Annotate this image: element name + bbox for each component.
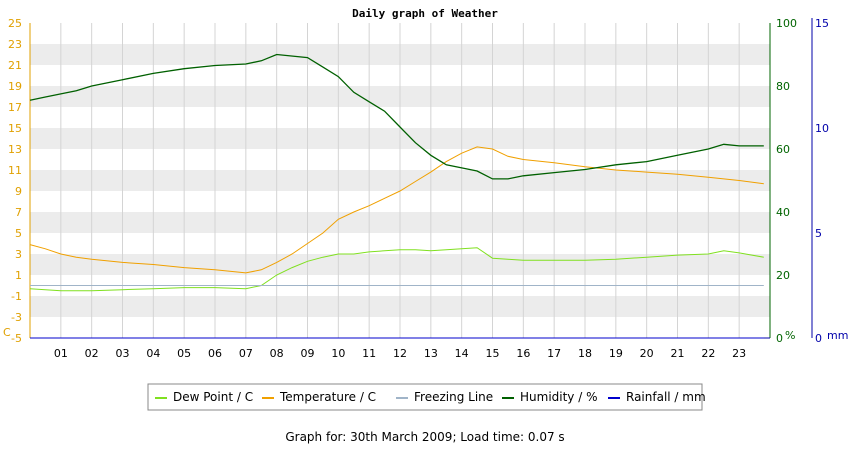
x-tick-label: 18 <box>578 347 592 360</box>
left-tick-label: 23 <box>8 38 22 51</box>
x-tick-label: 11 <box>362 347 376 360</box>
x-tick-label: 05 <box>177 347 191 360</box>
left-tick-label: 13 <box>8 143 22 156</box>
left-tick-label: 17 <box>8 101 22 114</box>
x-tick-label: 03 <box>116 347 130 360</box>
rainfall-tick-label: 5 <box>815 227 822 240</box>
left-tick-label: 1 <box>15 269 22 282</box>
legend-label: Freezing Line <box>414 390 493 404</box>
humidity-tick-label: 100 <box>776 17 797 30</box>
x-tick-label: 23 <box>732 347 746 360</box>
chart-legend: Dew Point / C Temperature / C Freezing Lin… <box>147 383 706 411</box>
left-tick-label: 3 <box>15 248 22 261</box>
x-tick-label: 16 <box>516 347 530 360</box>
x-tick-label: 22 <box>701 347 715 360</box>
series-layer <box>29 53 764 339</box>
left-tick-label: -3 <box>11 311 22 324</box>
rainfall-tick-label: 10 <box>815 122 829 135</box>
series-line-temperature-c <box>29 146 764 274</box>
x-tick-label: 09 <box>301 347 315 360</box>
x-tick-label: 04 <box>146 347 160 360</box>
legend-label: Humidity / % <box>520 390 597 404</box>
humidity-axis-unit-label: % <box>785 329 795 342</box>
left-axis-unit-label: C <box>3 326 11 339</box>
series-line-humidity <box>29 53 764 180</box>
left-tick-label: 21 <box>8 59 22 72</box>
x-tick-label: 12 <box>393 347 407 360</box>
x-tick-label: 06 <box>208 347 222 360</box>
footer-caption: Graph for: 30th March 2009; Load time: 0… <box>285 430 565 444</box>
left-tick-label: 7 <box>15 206 22 219</box>
chart-title: Daily graph of Weather <box>352 7 498 20</box>
x-tick-label: 08 <box>270 347 284 360</box>
rainfall-axis-unit-label: mm <box>827 329 848 342</box>
left-tick-label: -5 <box>11 332 22 345</box>
left-tick-label: 25 <box>8 17 22 30</box>
humidity-tick-label: 0 <box>776 332 783 345</box>
x-tick-label: 10 <box>331 347 345 360</box>
left-tick-label: 11 <box>8 164 22 177</box>
humidity-tick-label: 60 <box>776 143 790 156</box>
x-tick-label: 17 <box>547 347 561 360</box>
left-tick-label: 9 <box>15 185 22 198</box>
left-tick-label: -1 <box>11 290 22 303</box>
legend-label: Dew Point / C <box>173 390 253 404</box>
tick-labels: 252321191715131197531-1-3-51008060402001… <box>8 17 829 360</box>
rainfall-tick-label: 0 <box>815 332 822 345</box>
left-tick-label: 19 <box>8 80 22 93</box>
x-tick-label: 07 <box>239 347 253 360</box>
series-line-dew-point-c <box>29 247 764 292</box>
rainfall-tick-label: 15 <box>815 17 829 30</box>
left-tick-label: 5 <box>15 227 22 240</box>
x-tick-label: 14 <box>455 347 469 360</box>
x-tick-label: 13 <box>424 347 438 360</box>
x-tick-label: 21 <box>671 347 685 360</box>
x-tick-label: 20 <box>640 347 654 360</box>
left-tick-label: 15 <box>8 122 22 135</box>
humidity-tick-label: 80 <box>776 80 790 93</box>
legend-label: Temperature / C <box>279 390 376 404</box>
x-tick-label: 02 <box>85 347 99 360</box>
legend-label: Rainfall / mm <box>626 390 706 404</box>
humidity-tick-label: 20 <box>776 269 790 282</box>
x-tick-label: 15 <box>486 347 500 360</box>
x-tick-label: 19 <box>609 347 623 360</box>
humidity-tick-label: 40 <box>776 206 790 219</box>
x-tick-label: 01 <box>54 347 68 360</box>
